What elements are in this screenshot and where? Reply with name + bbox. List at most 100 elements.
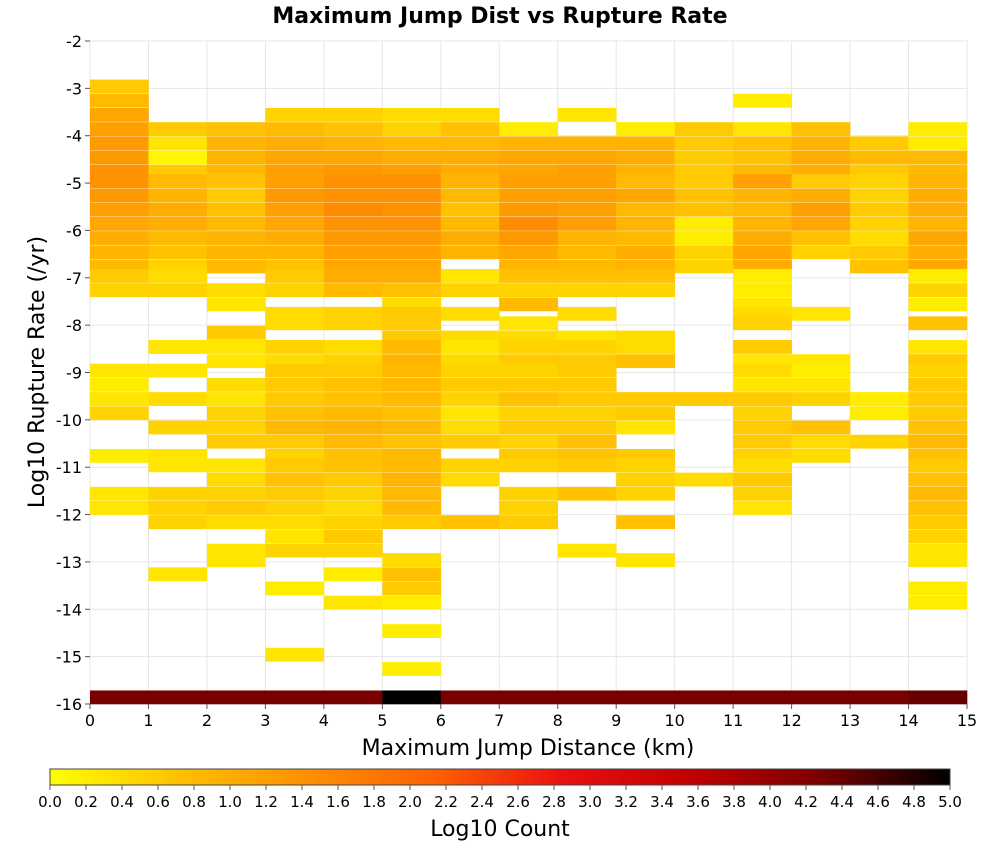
heatmap-cell [382,268,442,283]
heatmap-cell [323,316,383,331]
heatmap-cell [382,245,442,260]
heatmap-cell [382,202,442,217]
heatmap-cell [850,690,909,705]
y-axis-label: Log10 Rupture Rate (/yr) [25,236,50,508]
colorbar-tick-label: 3.6 [686,793,710,811]
heatmap-cell [908,188,968,203]
heatmap-cell [616,420,675,435]
heatmap-cell [440,174,500,189]
heatmap-cell [674,188,734,203]
heatmap-cell [440,245,500,260]
heatmap-cell [733,420,792,435]
heatmap-cell [323,245,383,260]
heatmap-cell [499,316,559,331]
heatmap-cell [733,458,792,473]
heatmap-cell [206,188,266,203]
heatmap-cell [206,690,266,705]
heatmap-cell [908,216,968,231]
heatmap-cell [616,515,675,530]
x-tick-label: 4 [319,711,329,730]
heatmap-cell [206,259,266,274]
heatmap-cell [499,392,559,406]
heatmap-cell [265,188,325,203]
heatmap-cell [206,216,266,231]
heatmap-cell [440,458,500,473]
heatmap-cell [148,515,208,530]
heatmap-cell [733,316,792,331]
y-tick-label: -15 [56,648,82,667]
heatmap-cell [791,202,851,217]
y-tick-label: -13 [56,553,82,572]
heatmap-cell [733,122,792,137]
heatmap-cell [265,316,325,331]
heatmap-cell [323,406,383,421]
heatmap-cell [148,268,208,283]
heatmap-cell [90,283,149,298]
x-tick-label: 0 [85,711,95,730]
colorbar-tick-label: 0.0 [38,793,62,811]
heatmap-cell [206,297,266,312]
heatmap-cell [908,150,968,165]
heatmap-cell [206,245,266,260]
heatmap-cell [265,543,325,558]
heatmap-cell [557,245,617,260]
heatmap-cell [148,245,208,260]
heatmap-cell [616,458,675,473]
heatmap-cell [90,501,149,515]
heatmap-cell [206,406,266,421]
heatmap-cell [908,486,968,501]
colorbar-tick-label: 3.0 [578,793,602,811]
heatmap-cell [382,662,442,676]
heatmap-cell [206,434,266,449]
heatmap-cell [791,122,851,137]
heatmap-cell [206,458,266,473]
colorbar-tick-label: 2.8 [542,793,566,811]
heatmap-cell [733,174,792,189]
heatmap-cell [265,268,325,283]
heatmap-cell [674,150,734,165]
heatmap-cell [557,188,617,203]
heatmap-cell [908,245,968,260]
heatmap-cell [265,377,325,392]
heatmap-cell [616,486,675,501]
heatmap-cells [90,79,968,705]
heatmap-cell [382,283,442,298]
colorbar-tick-label: 2.0 [398,793,422,811]
heatmap-cell [323,202,383,217]
heatmap-cell [733,93,792,108]
heatmap-cell [557,283,617,298]
heatmap-cell [323,420,383,435]
heatmap-cell [674,174,734,189]
heatmap-cell [382,392,442,406]
heatmap-cell [148,458,208,473]
heatmap-cell [557,434,617,449]
heatmap-cell [733,202,792,217]
heatmap-cell [733,283,792,298]
x-tick-label: 6 [436,711,446,730]
heatmap-cell [382,595,442,610]
heatmap-cell [733,216,792,231]
heatmap-cell [440,306,500,321]
heatmap-cell [791,231,851,245]
heatmap-cell [90,79,149,94]
x-tick-label: 3 [260,711,270,730]
heatmap-cell [733,486,792,501]
heatmap-cell [323,543,383,558]
heatmap-cell [148,690,208,705]
heatmap-cell [382,581,442,596]
heatmap-cell [265,283,325,298]
heatmap-cell [323,150,383,165]
colorbar-label: Log10 Count [430,817,570,842]
heatmap-cell [90,392,149,406]
heatmap-cell [323,231,383,245]
heatmap-cell [499,202,559,217]
colorbar-tick-label: 2.2 [434,793,458,811]
heatmap-cell [850,231,909,245]
heatmap-cell [908,501,968,515]
heatmap-cell [265,434,325,449]
colorbar-tick-label: 0.2 [74,793,98,811]
heatmap-cell [850,434,909,449]
colorbar-tick-label: 0.6 [146,793,170,811]
heatmap-cell [499,690,559,705]
